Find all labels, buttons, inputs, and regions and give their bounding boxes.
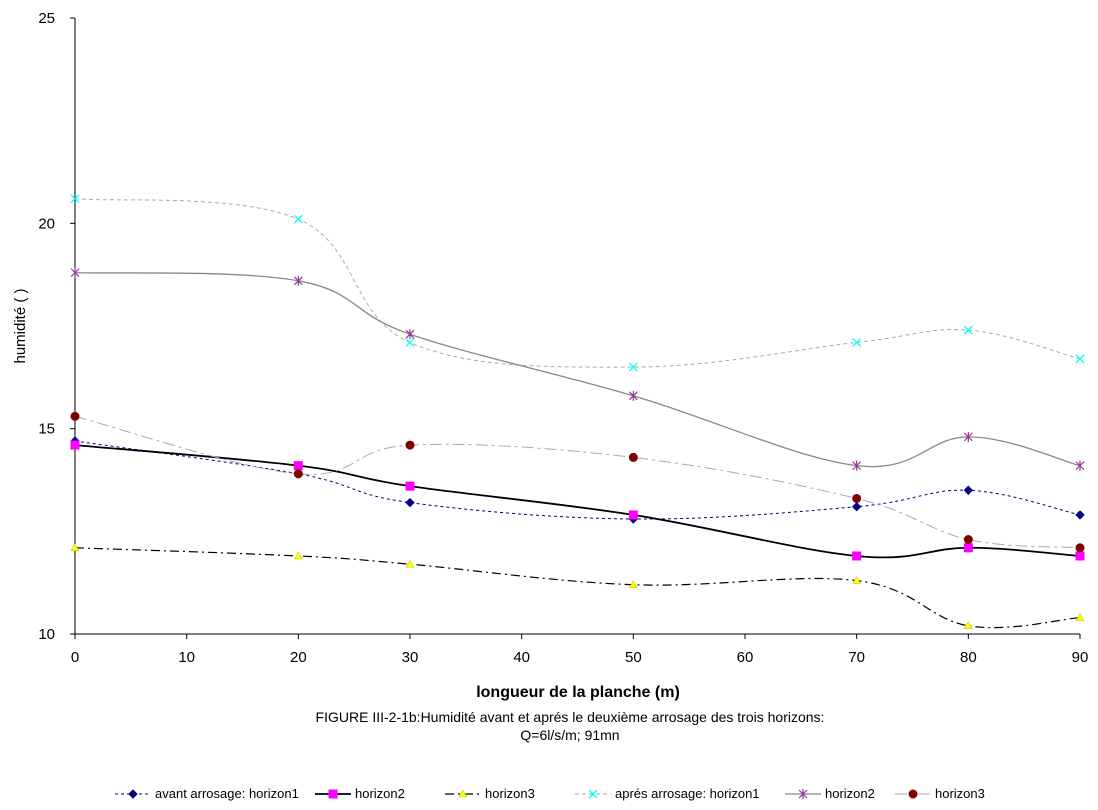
series-4 [70,194,1085,372]
x-tick-label: 60 [737,649,754,666]
legend-marker [588,789,598,799]
legend-marker [458,789,468,798]
legend-label: horizon3 [935,786,985,801]
data-point [628,510,638,520]
legend-label: horizon3 [485,786,535,801]
data-point [70,543,80,552]
data-point [963,485,974,495]
data-point [405,481,415,491]
data-point [293,214,303,224]
y-tick-label: 25 [38,10,55,27]
data-point [963,431,973,442]
data-point [963,325,973,335]
data-point [293,461,303,471]
series-6 [70,411,1085,553]
axes: 0 10 20 30 40 50 60 70 80 90 10 15 20 25 [38,10,1088,666]
x-tick-label: 30 [402,649,419,666]
legend-marker [798,789,808,799]
data-point [70,411,80,421]
data-point [852,551,862,561]
series-line [74,271,1081,468]
data-point [70,267,80,278]
y-tick-label: 10 [38,626,55,643]
series-line [74,444,1081,559]
data-point [628,452,638,462]
data-point [628,362,638,372]
data-point [852,493,862,503]
legend-label: avant arrosage: horizon1 [155,786,299,801]
caption-line-1: FIGURE III-2-1b:Humidité avant et aprés … [316,709,825,725]
data-point [963,535,973,545]
data-point [628,390,638,401]
data-point [963,543,973,553]
x-tick-label: 40 [513,649,530,666]
x-tick-label: 20 [290,649,307,666]
series-5 [70,267,1085,471]
data-point [1075,510,1085,520]
x-tick-label: 90 [1072,649,1089,666]
data-point [405,329,415,340]
legend: avant arrosage: horizon1 horizon2 horizon3… [115,786,985,801]
data-point [852,460,862,471]
data-point [1075,460,1085,471]
series-1 [70,436,1085,524]
series-group [70,194,1085,630]
data-point [293,551,303,560]
x-tick-label: 50 [625,649,642,666]
series-line [74,198,1081,368]
data-point [852,576,862,584]
data-point [852,337,862,347]
data-point [1075,613,1085,621]
data-point [963,621,973,630]
legend-label: aprés arrosage: horizon1 [615,786,760,801]
data-point [405,440,415,450]
legend-marker [908,789,918,799]
series-line [74,440,1081,520]
data-point [851,501,862,512]
data-point [293,275,303,286]
data-point [405,559,415,568]
legend-label: horizon2 [355,786,405,801]
data-point [405,497,415,508]
data-point [293,469,303,479]
data-point [628,580,638,588]
y-tick-label: 20 [38,215,55,232]
series-line [74,547,1081,629]
legend-label: horizon2 [825,786,875,801]
series-line [74,415,1081,549]
legend-marker [328,789,338,799]
y-axis-label: humidité ( ) [12,288,29,363]
x-tick-label: 10 [178,649,195,666]
data-point [1075,354,1085,364]
data-point [1075,551,1085,561]
series-2 [70,440,1085,561]
data-point [70,440,80,450]
x-tick-label: 80 [960,649,977,666]
x-axis-label: longueur de la planche (m) [476,684,680,701]
x-tick-label: 70 [848,649,865,666]
y-tick-label: 15 [38,421,55,438]
caption-line-2: Q=6l/s/m; 91mn [520,727,619,743]
data-point [1075,543,1085,553]
data-point [70,194,80,204]
data-point [405,337,415,347]
legend-marker [128,789,138,799]
x-tick-label: 0 [71,649,79,666]
series-3 [70,543,1085,630]
